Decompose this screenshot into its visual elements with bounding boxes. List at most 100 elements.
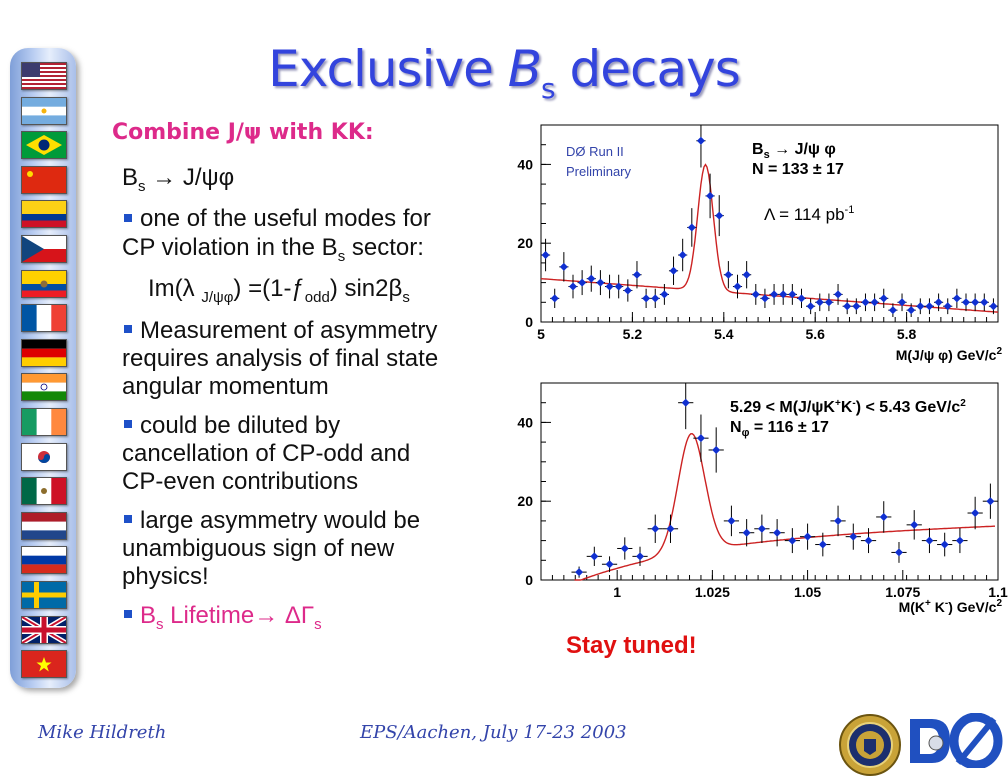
top-experiment-label: DØ Run II <box>566 144 624 159</box>
footer-conference: EPS/Aachen, July 17-23 2003 <box>360 722 627 743</box>
bottom-fit-line <box>574 432 995 581</box>
bullet-4-line-2: unambiguous sign of new <box>122 534 395 562</box>
bottom-data-point <box>571 566 587 578</box>
top-x-tick-label: 5.6 <box>805 326 825 342</box>
top-data-point <box>641 288 651 309</box>
decay-rest: → J/ψφ <box>145 164 235 191</box>
top-data-point <box>723 261 733 289</box>
bottom-data-point <box>830 505 846 537</box>
top-data-point <box>988 298 998 315</box>
top-data-point <box>559 252 569 282</box>
top-data-point <box>678 238 688 272</box>
top-plot-points <box>541 125 998 318</box>
formula-a-sub: J/ψφ <box>201 289 234 307</box>
flag-sweden-icon <box>21 581 67 609</box>
top-data-point <box>742 261 752 289</box>
bullet-1-line-2: CP violation in the B <box>122 233 338 261</box>
flag-netherlands-icon <box>21 511 67 540</box>
footer-author: Mike Hildreth <box>38 722 167 743</box>
bottom-data-point <box>952 528 968 554</box>
top-data-point <box>614 274 624 299</box>
top-data-point <box>833 283 843 305</box>
top-x-tick-label: 5.2 <box>623 326 643 342</box>
flag-india-icon <box>21 373 67 402</box>
top-data-point <box>924 298 935 315</box>
bottom-selection-label: 5.29 < M(J/ψK+K-) < 5.43 GeV/c2 <box>730 398 966 416</box>
bullet-4-line-1: large asymmetry would be <box>140 506 421 534</box>
bottom-data-point <box>601 556 618 573</box>
bullet-1-sub: s <box>337 247 346 265</box>
flag-china-icon <box>21 165 67 194</box>
bullet-5-b: Lifetime→ ΔΓ <box>163 601 315 629</box>
bullet-3-line-1: could be diluted by <box>140 411 341 439</box>
top-data-point <box>586 265 596 292</box>
bullet-2-line-2: requires analysis of final state <box>122 345 439 373</box>
bottom-data-point <box>723 505 740 537</box>
flag-strip <box>10 48 76 688</box>
bullet-5-a-sub: s <box>156 615 164 633</box>
top-data-point <box>577 270 587 296</box>
flag-ireland-icon <box>21 408 67 436</box>
top-data-point <box>915 298 925 315</box>
bottom-data-point <box>617 537 633 560</box>
top-data-point <box>860 293 871 312</box>
bottom-y-tick-label: 0 <box>525 572 533 588</box>
bottom-data-point <box>647 514 663 543</box>
bottom-x-axis-label: M(K+ K-) GeV/c2 <box>899 598 1003 615</box>
top-data-point <box>714 195 724 237</box>
flag-france-icon <box>21 304 67 333</box>
top-data-point <box>952 288 962 309</box>
top-x-tick-label: 5.8 <box>897 326 917 342</box>
top-yield-label: N = 133 ± 17 <box>752 161 844 178</box>
bottom-data-point <box>586 546 602 567</box>
bottom-y-tick-label: 40 <box>517 414 533 430</box>
top-data-point <box>705 173 715 219</box>
bullet-square-icon <box>124 420 132 429</box>
bottom-data-point <box>799 523 816 550</box>
top-data-point <box>595 270 605 296</box>
bottom-data-point <box>876 501 892 533</box>
bottom-data-point <box>982 483 998 519</box>
top-plot-ticks: 5 5.2 5.4 5.6 5.8 0 20 40 <box>517 144 988 342</box>
top-lumi-label: Λ = 114 pb-1 <box>764 204 854 224</box>
bottom-data-point <box>708 427 724 473</box>
top-x-axis-label: M(J/ψ φ) GeV/c2 <box>896 346 1003 363</box>
formula: Im(λ J/ψφ) =(1-ƒodd) sin2βs <box>122 275 502 306</box>
top-data-point <box>696 125 706 168</box>
bullet-square-icon <box>124 610 132 619</box>
formula-c: ) sin2β <box>329 275 403 303</box>
phi-mass-plot: 1 1.025 1.05 1.075 1.1 0 20 40 5.29 < M(J/ψK+K-… <box>517 382 1008 615</box>
bullet-5-a: B <box>140 601 157 629</box>
top-data-point <box>806 298 816 315</box>
flag-mexico-icon <box>21 477 67 506</box>
bottom-data-point <box>921 528 938 554</box>
formula-a: Im(λ <box>148 275 202 303</box>
top-data-point <box>732 274 743 299</box>
bottom-data-point <box>967 496 983 530</box>
bottom-data-point <box>678 383 694 430</box>
flag-colombia-icon <box>21 200 67 229</box>
top-data-point <box>815 293 825 312</box>
dzero-logo <box>910 713 1003 768</box>
flag-brazil-icon <box>21 131 67 160</box>
top-data-point <box>604 274 615 299</box>
top-data-point <box>970 293 980 312</box>
bottom-data-point <box>906 510 922 540</box>
bottom-data-point <box>860 528 877 554</box>
flag-ecuador-icon <box>21 269 67 298</box>
top-y-tick-label: 20 <box>517 235 533 251</box>
top-data-point <box>961 293 971 312</box>
bottom-data-point <box>815 532 831 557</box>
top-data-point <box>851 298 861 315</box>
bottom-data-point <box>754 514 770 543</box>
flag-korea-icon <box>21 442 67 471</box>
flag-argentina-icon <box>21 96 67 125</box>
slide-subtitle: Combine J/ψ with KK: <box>112 120 374 145</box>
top-data-point <box>796 288 807 309</box>
bottom-data-point <box>891 541 907 563</box>
top-x-tick-label: 5.4 <box>714 326 734 342</box>
flag-russia-icon <box>21 546 67 575</box>
top-data-point <box>906 303 916 318</box>
top-status-label: Preliminary <box>566 164 632 179</box>
bullet-2: Measurement of asymmetry requires analys… <box>122 317 502 402</box>
